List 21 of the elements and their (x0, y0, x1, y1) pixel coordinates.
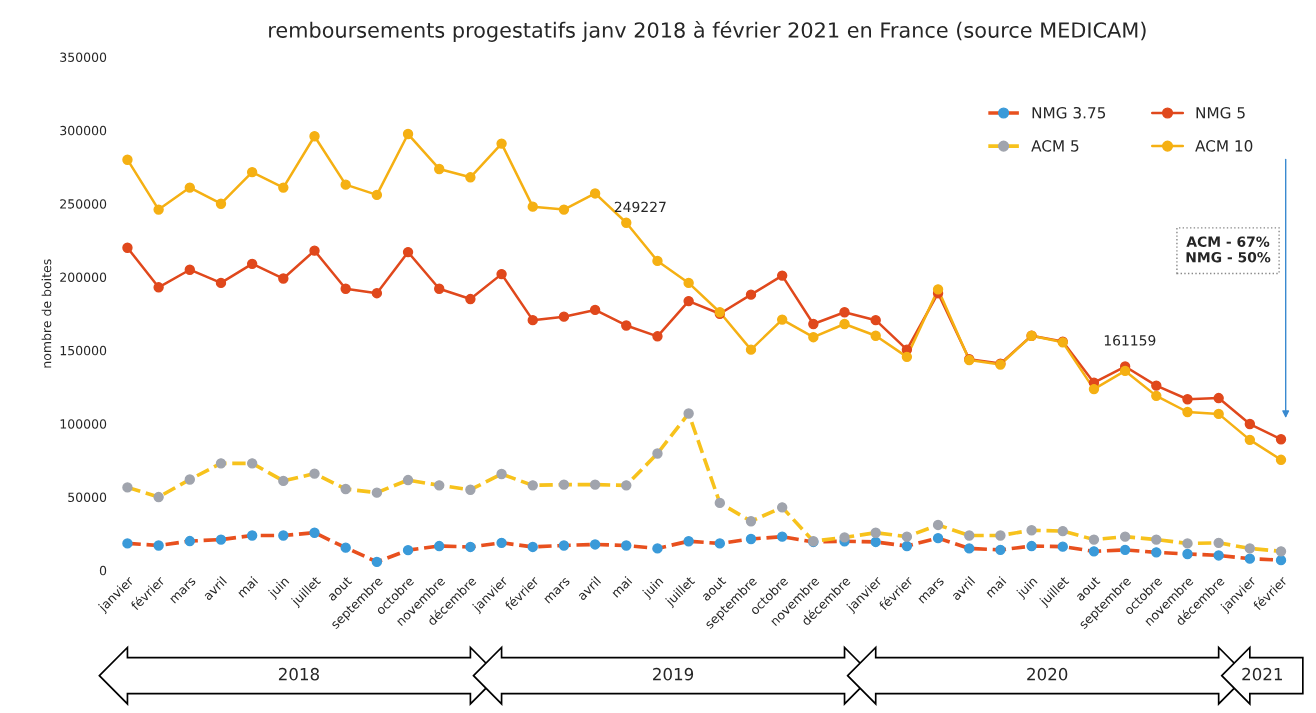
y-tick-label: 150000 (60, 345, 107, 356)
annotation: 249227 (614, 201, 666, 213)
legend-label: NMG 5 (1196, 106, 1245, 119)
text: 2019 (653, 667, 694, 681)
y-tick-label: 0 (99, 565, 107, 576)
text: 2021 (1242, 667, 1282, 681)
legend-label: ACM 10 (1195, 140, 1253, 152)
chart-title: remboursements progestatifs janv 2018 à février 2021 en France (source MEDICAM) (269, 20, 1146, 42)
y-tick-label: 50000 (68, 492, 107, 502)
y-tick-label: 100000 (60, 419, 107, 429)
y-tick-label: 300000 (60, 125, 107, 136)
annotation: 161159 (1104, 335, 1156, 346)
legend-label: ACM 5 (1031, 140, 1079, 152)
y-axis-title: nombre de boites (41, 259, 52, 368)
annotation: ACM - 67% NMG - 50% (1186, 236, 1271, 263)
text: 2020 (1027, 667, 1068, 681)
legend-label: NMG 3.75 (1032, 106, 1106, 119)
y-tick-label: 350000 (60, 52, 107, 62)
y-tick-label: 200000 (60, 272, 107, 282)
y-tick-label: 250000 (60, 199, 107, 209)
text: 2018 (278, 667, 319, 681)
